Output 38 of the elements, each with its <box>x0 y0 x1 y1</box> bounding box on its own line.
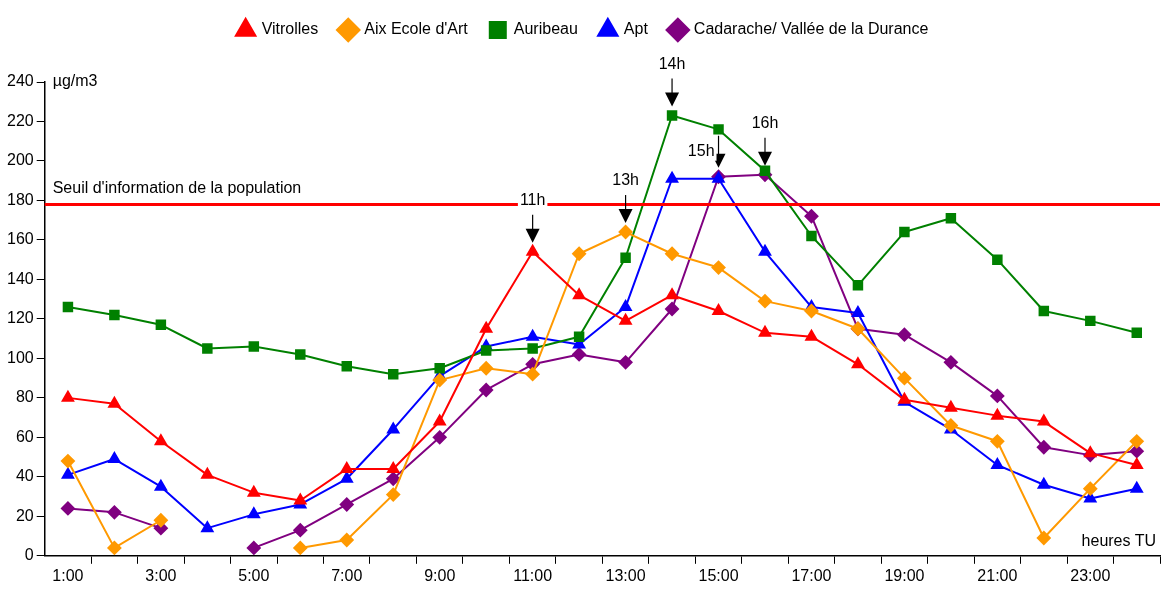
y-tick-label: 140 <box>6 269 34 287</box>
y-tick-label: 100 <box>6 348 34 366</box>
x-tick-label: 3:00 <box>145 566 177 584</box>
x-tick-label: 5:00 <box>238 566 270 584</box>
annotation: 16h <box>751 114 779 132</box>
annotation: 13h <box>612 171 639 189</box>
annotation: 15h <box>687 142 715 160</box>
x-tick-label: 17:00 <box>791 566 832 584</box>
y-tick-label: 80 <box>15 388 34 406</box>
x-tick-label: 19:00 <box>884 566 925 584</box>
y-tick-label: 220 <box>6 111 34 129</box>
y-tick-label: 60 <box>15 427 34 445</box>
legend-label: Apt <box>623 20 649 38</box>
legend-label: Aix Ecole d'Art <box>364 20 469 38</box>
y-tick-label: 240 <box>6 72 34 90</box>
annotation: 11h <box>519 191 546 209</box>
y-tick-label: 0 <box>24 546 34 564</box>
x-tick-label: 13:00 <box>605 566 646 584</box>
x-tick-label: 23:00 <box>1070 566 1111 584</box>
x-axis-title: heures TU <box>1081 532 1156 550</box>
y-tick-label: 20 <box>15 506 34 524</box>
y-tick-label: 120 <box>6 309 34 327</box>
y-axis-title: µg/m3 <box>52 72 98 90</box>
legend-label: Cadarache/ Vallée de la Durance <box>693 20 929 38</box>
annotation: 14h <box>658 54 686 72</box>
legend-label: Auribeau <box>513 20 578 38</box>
x-tick-label: 7:00 <box>331 566 363 584</box>
x-tick-label: 21:00 <box>977 566 1018 584</box>
x-tick-label: 1:00 <box>52 566 84 584</box>
ref-line-label: Seuil d'information de la population <box>52 178 302 196</box>
x-tick-label: 11:00 <box>513 566 553 584</box>
x-tick-label: 15:00 <box>698 566 739 584</box>
y-tick-label: 180 <box>6 190 34 208</box>
legend-label: Vitrolles <box>261 20 319 38</box>
y-tick-label: 160 <box>6 230 34 248</box>
x-tick-label: 9:00 <box>424 566 456 584</box>
y-tick-label: 200 <box>6 151 34 169</box>
y-tick-label: 40 <box>15 467 34 485</box>
